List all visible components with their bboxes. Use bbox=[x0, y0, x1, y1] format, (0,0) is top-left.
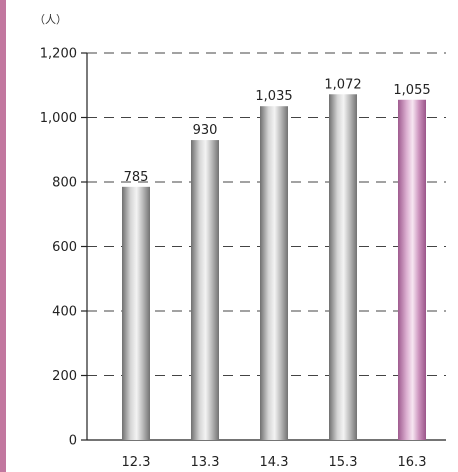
y-axis-tick-labels: 0 200 400 600 800 1,000 1,200 bbox=[40, 47, 77, 449]
y-tick-label: 1,000 bbox=[40, 111, 77, 126]
y-axis-unit-label: （人） bbox=[34, 13, 67, 26]
data-labels: 785 930 1,035 1,072 1,055 bbox=[124, 77, 431, 185]
y-tick-label: 600 bbox=[52, 240, 77, 255]
x-tick-label: 16.3 bbox=[398, 455, 427, 470]
y-tick-label: 400 bbox=[52, 305, 77, 320]
bar-16.3 bbox=[398, 99, 426, 440]
bar-15.3 bbox=[329, 94, 357, 440]
bar-14.3 bbox=[260, 106, 288, 441]
left-accent-stripe bbox=[0, 0, 6, 472]
y-tick-label: 1,200 bbox=[40, 47, 77, 62]
x-tick-label: 15.3 bbox=[329, 455, 358, 470]
x-tick-label: 13.3 bbox=[191, 455, 220, 470]
data-label: 785 bbox=[124, 170, 149, 185]
bar-12.3 bbox=[122, 186, 150, 440]
x-tick-label: 14.3 bbox=[260, 455, 289, 470]
y-tick-label: 800 bbox=[52, 176, 77, 191]
data-label: 1,055 bbox=[393, 83, 430, 98]
data-label: 1,072 bbox=[324, 77, 361, 92]
bar-13.3 bbox=[191, 140, 219, 440]
data-label: 930 bbox=[193, 123, 218, 138]
data-label: 1,035 bbox=[255, 89, 292, 104]
y-tick-label: 200 bbox=[52, 369, 77, 384]
x-tick-label: 12.3 bbox=[122, 455, 151, 470]
bars bbox=[122, 94, 426, 441]
x-axis-tick-labels: 12.3 13.3 14.3 15.3 16.3 bbox=[122, 455, 427, 470]
y-tick-label: 0 bbox=[69, 434, 77, 449]
